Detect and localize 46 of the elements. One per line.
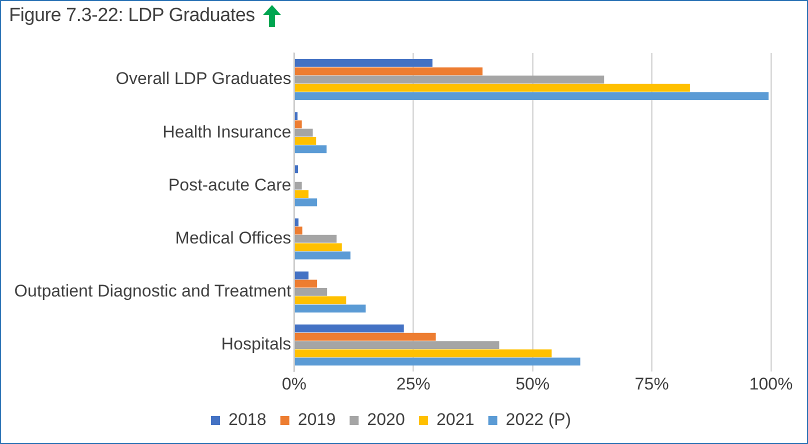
bar xyxy=(294,190,308,198)
legend-label: 2021 xyxy=(436,410,474,430)
bar xyxy=(294,332,436,341)
x-tick-label: 50% xyxy=(516,374,550,394)
bar xyxy=(294,165,298,174)
bar xyxy=(294,112,298,120)
y-tick-label: Hospitals xyxy=(221,334,292,354)
y-tick-label: Outpatient Diagnostic and Treatment xyxy=(14,282,292,301)
bar xyxy=(294,145,327,154)
bar xyxy=(294,304,366,312)
legend-label: 2022 (P) xyxy=(506,410,571,430)
legend-label: 2018 xyxy=(228,410,266,430)
bar xyxy=(294,296,346,304)
bar xyxy=(294,349,552,358)
bar xyxy=(294,280,318,288)
y-tick-label: Overall LDP Graduates xyxy=(116,69,292,88)
bar xyxy=(294,251,350,260)
x-tick-label: 100% xyxy=(749,374,793,394)
bar xyxy=(294,288,328,296)
y-tick-label: Health Insurance xyxy=(162,122,292,142)
bar xyxy=(294,182,302,190)
bar xyxy=(294,271,308,280)
bar xyxy=(294,243,342,252)
x-tick-label: 25% xyxy=(396,374,430,394)
legend-label: 2019 xyxy=(298,410,336,430)
bar xyxy=(294,59,432,67)
text: Figure 7.3-22: LDP Graduates xyxy=(9,5,255,27)
bar xyxy=(294,137,316,145)
bar xyxy=(294,198,318,206)
bar xyxy=(294,76,604,84)
legend-label: 2020 xyxy=(367,410,405,430)
bar xyxy=(294,226,302,234)
bar xyxy=(294,341,500,349)
bar xyxy=(294,67,483,76)
bar xyxy=(294,358,580,366)
y-tick-label: Medical Offices xyxy=(175,228,292,248)
bar xyxy=(294,218,298,226)
bar xyxy=(294,120,302,128)
bar xyxy=(294,324,404,332)
bar xyxy=(294,84,690,92)
bar xyxy=(294,92,769,100)
bar xyxy=(294,128,313,137)
bar xyxy=(294,234,337,243)
x-tick-label: 75% xyxy=(634,374,669,394)
y-tick-label: Post-acute Care xyxy=(168,175,292,194)
x-tick-label: 0% xyxy=(282,374,306,394)
